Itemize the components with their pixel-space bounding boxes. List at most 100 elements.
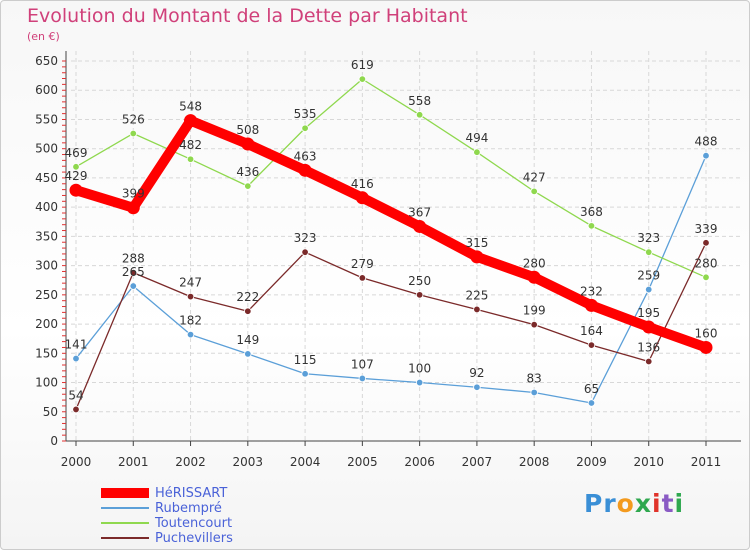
data-label-toutencourt: 280	[695, 256, 718, 270]
data-label-rubempre: 100	[408, 362, 431, 376]
data-point-puchevillers	[530, 320, 538, 329]
x-tick-label: 2009	[576, 455, 607, 469]
legend-label: Puchevillers	[155, 531, 233, 546]
logo-letter: P	[584, 489, 604, 518]
data-point-toutencourt	[473, 148, 481, 156]
data-label-herissart: 548	[179, 100, 202, 114]
data-point-herissart	[699, 340, 713, 354]
x-tick-label: 2002	[175, 455, 206, 469]
data-point-rubempre	[244, 350, 252, 358]
data-label-puchevillers: 288	[122, 252, 145, 266]
y-tick-label: 450	[35, 171, 58, 185]
chart-subtitle: (en €)	[27, 30, 60, 43]
y-tick-label: 550	[35, 112, 58, 126]
series-line-puchevillers	[75, 242, 707, 411]
data-point-herissart	[241, 137, 255, 151]
data-label-puchevillers: 339	[695, 222, 718, 236]
data-point-toutencourt	[645, 248, 653, 256]
legend-swatch	[101, 507, 149, 509]
data-point-toutencourt	[358, 75, 367, 83]
data-label-toutencourt: 469	[65, 146, 88, 160]
data-point-rubempre	[358, 374, 367, 383]
logo-letter: x	[634, 489, 652, 518]
data-label-puchevillers: 225	[465, 288, 488, 302]
data-point-puchevillers	[129, 268, 137, 277]
data-label-rubempre: 488	[695, 135, 718, 149]
y-tick-label: 500	[35, 142, 58, 156]
y-tick-label: 100	[35, 376, 58, 390]
legend-item-puchevillers: Puchevillers	[101, 531, 321, 546]
data-point-toutencourt	[72, 163, 80, 171]
data-label-toutencourt: 482	[179, 138, 202, 152]
data-label-rubempre: 65	[584, 382, 599, 396]
data-label-rubempre: 149	[236, 333, 259, 347]
data-label-toutencourt: 323	[637, 231, 660, 245]
data-label-toutencourt: 494	[465, 131, 488, 145]
data-label-puchevillers: 54	[68, 388, 83, 402]
data-point-herissart	[413, 219, 427, 233]
data-label-puchevillers: 199	[523, 304, 546, 318]
series-line-herissart	[71, 115, 711, 353]
data-label-puchevillers: 164	[580, 324, 603, 338]
data-point-toutencourt	[186, 155, 195, 163]
legend-swatch	[101, 537, 149, 539]
data-label-herissart: 399	[122, 187, 145, 201]
data-label-herissart: 416	[351, 177, 374, 191]
data-label-herissart: 232	[580, 284, 603, 298]
data-label-toutencourt: 436	[236, 165, 259, 179]
data-label-rubempre: 265	[122, 265, 145, 279]
data-label-herissart: 195	[637, 306, 660, 320]
legend-item-toutencourt: Toutencourt	[101, 516, 321, 531]
data-label-rubempre: 92	[469, 366, 484, 380]
data-point-rubempre	[186, 330, 195, 339]
y-tick-label: 400	[35, 200, 58, 214]
x-tick-label: 2003	[233, 455, 264, 469]
y-tick-label: 600	[35, 83, 58, 97]
x-tick-label: 2010	[633, 455, 664, 469]
y-tick-label: 300	[35, 259, 58, 273]
y-tick-label: 50	[43, 405, 58, 419]
data-label-herissart: 367	[408, 205, 431, 219]
proxiti-logo: Proxiti	[584, 489, 684, 518]
data-point-puchevillers	[645, 357, 653, 366]
y-tick-label: 0	[50, 434, 58, 448]
data-label-herissart: 429	[65, 169, 88, 183]
data-point-rubempre	[301, 370, 309, 378]
data-label-rubempre: 115	[294, 353, 317, 367]
data-label-toutencourt: 619	[351, 58, 374, 72]
data-label-puchevillers: 323	[294, 231, 317, 245]
data-label-puchevillers: 247	[179, 276, 202, 290]
data-point-toutencourt	[415, 111, 424, 119]
data-point-herissart	[184, 114, 198, 128]
y-tick-label: 200	[35, 317, 58, 331]
data-point-toutencourt	[301, 124, 309, 132]
data-label-herissart: 508	[236, 123, 259, 137]
logo-letter: r	[603, 489, 617, 518]
y-tick-label: 150	[35, 346, 58, 360]
x-tick-label: 2011	[691, 455, 722, 469]
x-tick-label: 2008	[519, 455, 550, 469]
data-point-rubempre	[530, 388, 538, 397]
legend-item-rubempre: Rubempré	[101, 501, 321, 516]
data-point-toutencourt	[587, 222, 596, 230]
data-point-herissart	[126, 201, 140, 215]
data-label-puchevillers: 250	[408, 274, 431, 288]
data-label-toutencourt: 427	[523, 170, 546, 184]
data-label-toutencourt: 535	[294, 107, 317, 121]
y-tick-label: 250	[35, 288, 58, 302]
x-tick-label: 2006	[404, 455, 435, 469]
data-label-toutencourt: 368	[580, 205, 603, 219]
data-label-rubempre: 259	[637, 269, 660, 283]
legend-item-herissart: HéRISSART	[101, 486, 321, 501]
y-tick-label: 650	[35, 54, 58, 68]
data-point-toutencourt	[244, 182, 252, 190]
data-point-herissart	[355, 191, 369, 205]
series-line-toutencourt	[75, 78, 707, 278]
x-tick-label: 2004	[290, 455, 321, 469]
data-point-toutencourt	[702, 273, 710, 282]
data-label-rubempre: 141	[65, 338, 88, 352]
legend-label: HéRISSART	[155, 486, 228, 501]
data-point-puchevillers	[244, 307, 252, 315]
